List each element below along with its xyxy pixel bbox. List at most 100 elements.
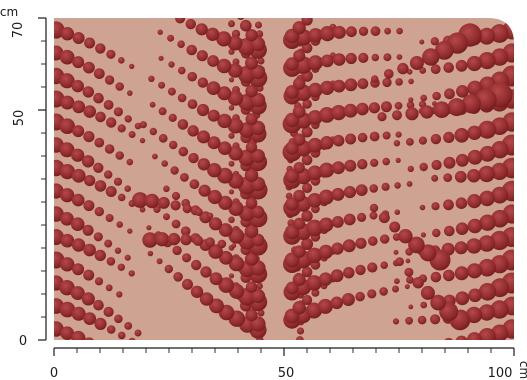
bead xyxy=(158,107,167,116)
bead xyxy=(302,99,312,109)
bead xyxy=(332,79,346,93)
bead xyxy=(404,284,410,290)
bead xyxy=(198,184,211,197)
bead xyxy=(408,236,425,254)
bead xyxy=(104,170,113,179)
bead xyxy=(127,228,133,234)
bead xyxy=(455,59,468,72)
bead xyxy=(318,272,333,286)
bead xyxy=(478,235,496,252)
fabric-swatch xyxy=(54,3,514,366)
bead xyxy=(180,226,191,236)
bead xyxy=(467,169,481,183)
bead xyxy=(301,42,313,54)
bead xyxy=(420,94,428,102)
bead xyxy=(113,177,123,186)
bead xyxy=(54,21,65,39)
bead xyxy=(228,216,235,224)
bead xyxy=(478,304,495,321)
bead xyxy=(54,321,64,337)
bead xyxy=(82,86,95,98)
bead xyxy=(389,221,401,233)
bead xyxy=(419,67,427,74)
bead xyxy=(491,141,509,159)
bead xyxy=(292,245,306,258)
bead xyxy=(240,19,252,32)
bead xyxy=(158,81,166,89)
bead xyxy=(343,267,355,279)
bead xyxy=(228,105,235,111)
bead xyxy=(105,350,116,361)
bead xyxy=(228,160,235,167)
bead xyxy=(84,37,96,49)
bead xyxy=(420,232,426,238)
bead xyxy=(164,264,173,274)
bead xyxy=(166,9,173,16)
bead xyxy=(320,136,334,150)
bead xyxy=(117,193,126,202)
bead xyxy=(199,292,214,306)
bead xyxy=(405,107,419,121)
bead xyxy=(443,156,456,169)
bead xyxy=(59,142,75,158)
bead xyxy=(455,222,469,235)
bead xyxy=(59,118,75,134)
bead xyxy=(342,239,356,253)
bead xyxy=(478,283,497,301)
bead xyxy=(285,197,299,211)
bead xyxy=(93,232,103,242)
bead xyxy=(407,165,414,173)
bead xyxy=(419,204,426,211)
bead xyxy=(209,298,224,314)
bead xyxy=(188,152,199,164)
bead xyxy=(319,217,334,232)
bead xyxy=(306,219,323,237)
bead xyxy=(95,43,106,54)
bead xyxy=(417,315,427,325)
bead xyxy=(126,158,134,166)
bead xyxy=(379,287,388,296)
bead xyxy=(167,232,181,246)
bead xyxy=(116,291,123,298)
bead xyxy=(157,29,163,35)
bead xyxy=(132,192,148,208)
bead xyxy=(244,224,259,238)
bead xyxy=(320,54,334,68)
bead xyxy=(443,62,455,73)
bead xyxy=(467,332,482,340)
bead xyxy=(406,181,413,187)
bead xyxy=(431,174,439,182)
bead xyxy=(83,200,95,212)
bead xyxy=(461,94,481,114)
bead xyxy=(321,3,327,9)
bead xyxy=(455,291,470,306)
bead xyxy=(116,358,124,366)
bead xyxy=(182,278,193,290)
bead xyxy=(419,343,427,351)
bead xyxy=(163,213,170,221)
bead xyxy=(380,234,390,244)
x-unit-label: cm xyxy=(517,361,527,379)
bead xyxy=(124,254,131,261)
bead xyxy=(420,285,435,300)
bead xyxy=(397,62,409,75)
bead xyxy=(307,193,323,208)
bead xyxy=(206,81,221,95)
bead xyxy=(307,165,323,181)
bead xyxy=(60,27,75,41)
bead xyxy=(228,189,235,195)
bead xyxy=(311,9,319,17)
bead xyxy=(343,103,358,118)
bead xyxy=(467,218,483,234)
bead xyxy=(409,56,424,70)
bead xyxy=(345,52,357,65)
bead xyxy=(60,212,74,226)
bead xyxy=(228,255,245,272)
bead xyxy=(444,88,455,100)
bead xyxy=(228,77,235,83)
bead xyxy=(392,110,402,121)
bead xyxy=(182,204,192,214)
bead xyxy=(128,337,136,340)
bead xyxy=(228,200,244,216)
